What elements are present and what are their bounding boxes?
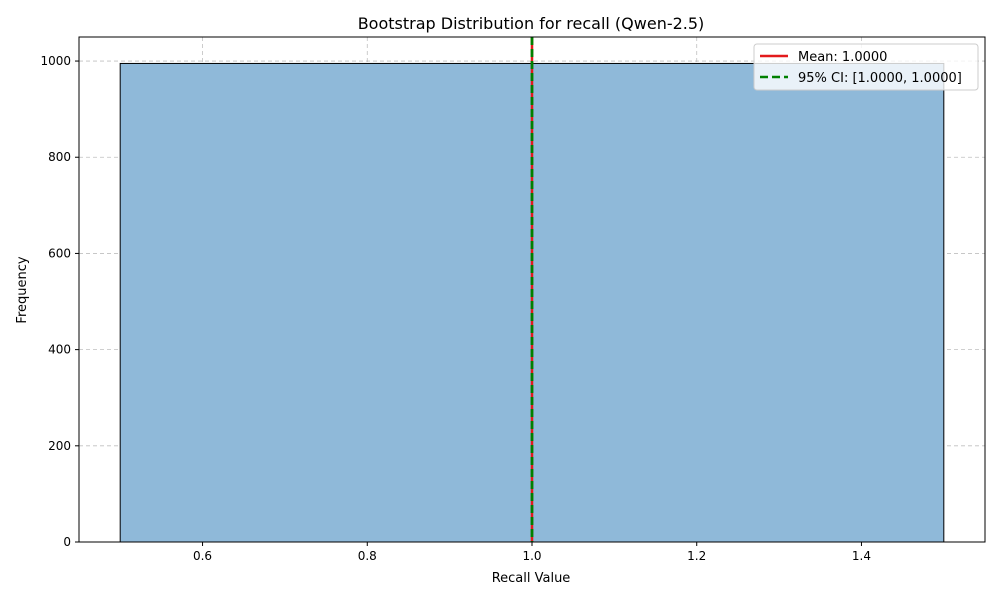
x-tick-label: 0.8 xyxy=(358,549,377,563)
histogram-bars xyxy=(119,62,945,543)
histogram-bar xyxy=(119,62,533,543)
x-tick-label: 1.0 xyxy=(522,549,541,563)
y-tick-label: 400 xyxy=(48,343,71,357)
y-tick-label: 600 xyxy=(48,246,71,260)
x-tick-label: 1.2 xyxy=(687,549,706,563)
y-tick-label: 1000 xyxy=(40,54,71,68)
legend-mean-label: Mean: 1.0000 xyxy=(798,50,887,65)
legend-ci-label: 95% CI: [1.0000, 1.0000] xyxy=(798,71,962,86)
y-tick-label: 200 xyxy=(48,439,71,453)
y-tick-label: 0 xyxy=(63,535,71,549)
legend-box xyxy=(753,43,979,91)
x-axis-ticks: 0.6 0.8 1.0 1.2 1.4 xyxy=(193,542,871,563)
x-tick-label: 0.6 xyxy=(193,549,212,563)
histogram-bar xyxy=(531,62,945,543)
y-tick-label: 800 xyxy=(48,150,71,164)
y-axis-ticks: 0 200 400 600 800 1000 xyxy=(40,54,79,549)
chart-title: Bootstrap Distribution for recall (Qwen-… xyxy=(358,14,705,33)
legend: Mean: 1.0000 95% CI: [1.0000, 1.0000] xyxy=(753,43,979,91)
y-axis-label: Frequency xyxy=(15,256,30,323)
x-tick-label: 1.4 xyxy=(852,549,871,563)
x-axis-label: Recall Value xyxy=(492,571,571,586)
